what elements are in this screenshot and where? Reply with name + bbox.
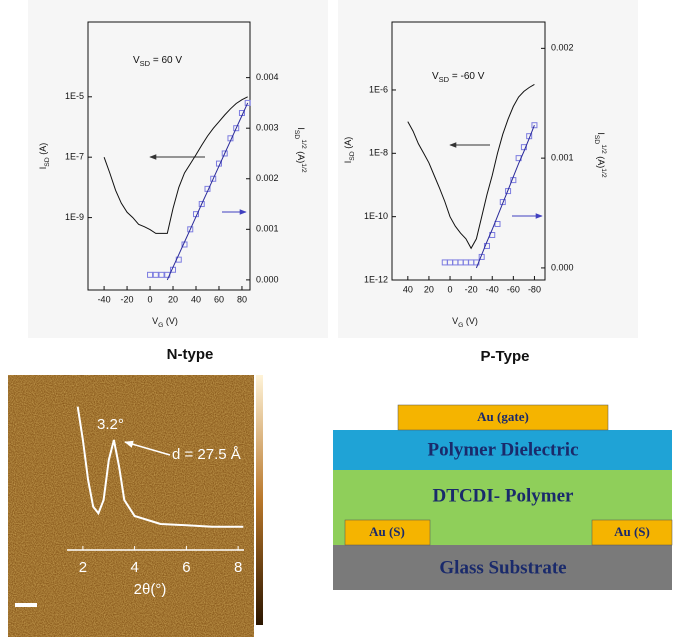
label-part: = -60 V xyxy=(449,71,485,82)
x-tick-label: 20 xyxy=(424,284,434,294)
x-tick-label: -40 xyxy=(486,284,499,294)
figure: VSD = 60 V VSD = -60 V N-type P-Type 3.2… xyxy=(0,0,676,637)
label-part: SD xyxy=(349,151,356,161)
label-part: (A) xyxy=(343,137,353,152)
label-part: (A) xyxy=(596,154,606,169)
x-tick-label: 40 xyxy=(191,294,201,304)
label-part: = 60 V xyxy=(150,55,182,66)
y2-tick-label: 0.002 xyxy=(551,43,574,53)
label-part: 2θ(°) xyxy=(134,581,167,598)
label-part: 1/2 xyxy=(600,144,607,154)
x-tick-label: 0 xyxy=(148,294,153,304)
x-tick-label: -60 xyxy=(507,284,520,294)
layer-label: Au (S) xyxy=(369,524,405,539)
y-tick-label: 1E-10 xyxy=(364,211,388,221)
caption: P-Type xyxy=(481,348,530,365)
y2-tick-label: 0.003 xyxy=(256,123,279,133)
annotation: d = 27.5 Å xyxy=(172,446,241,463)
y2-tick-label: 0.000 xyxy=(551,262,574,272)
x-tick-label: 8 xyxy=(234,559,242,576)
y-tick-label: 1E-12 xyxy=(364,274,388,284)
y2-tick-label: 0.000 xyxy=(256,274,279,284)
layer-label: Au (gate) xyxy=(477,409,529,424)
x-tick-label: -40 xyxy=(98,294,111,304)
y2-tick-label: 0.002 xyxy=(256,173,279,183)
label-part: SD xyxy=(593,135,600,145)
label-part: (A) xyxy=(38,143,48,158)
y-tick-label: 1E-5 xyxy=(65,91,84,101)
x-tick-label: -20 xyxy=(465,284,478,294)
y2-tick-label: 0.004 xyxy=(256,72,279,82)
x-tick-label: -20 xyxy=(121,294,134,304)
x-tick-label: 2 xyxy=(79,559,87,576)
color-bar xyxy=(256,375,263,625)
label-part: SD xyxy=(293,130,300,140)
label-part: 1/2 xyxy=(300,163,307,173)
x-tick-label: 80 xyxy=(237,294,247,304)
label-part: 1/2 xyxy=(600,168,607,178)
label-part: (V) xyxy=(163,316,178,326)
layer-label: Au (S) xyxy=(614,524,650,539)
x-axis-label: 2θ(°) xyxy=(134,581,167,598)
panel-bg xyxy=(28,0,328,338)
y-tick-label: 1E-6 xyxy=(369,84,388,94)
label-part: (V) xyxy=(463,316,478,326)
caption: N-type xyxy=(167,346,214,363)
label-part: (A) xyxy=(296,149,306,164)
x-tick-label: 6 xyxy=(182,559,190,576)
label-part: 1/2 xyxy=(300,139,307,149)
annotation: 3.2° xyxy=(97,416,124,433)
scale-bar xyxy=(15,603,37,607)
x-tick-label: 4 xyxy=(130,559,138,576)
x-tick-label: -80 xyxy=(528,284,541,294)
layer-label: Polymer Dielectric xyxy=(427,439,578,460)
label-part: SD xyxy=(439,75,450,84)
afm-texture xyxy=(8,375,254,637)
x-tick-label: 40 xyxy=(403,284,413,294)
y-tick-label: 1E-8 xyxy=(369,148,388,158)
y-tick-label: 1E-9 xyxy=(65,212,84,222)
layer-label: Glass Substrate xyxy=(439,557,566,578)
x-tick-label: 60 xyxy=(214,294,224,304)
x-tick-label: 0 xyxy=(448,284,453,294)
label-part: SD xyxy=(44,157,51,167)
y2-tick-label: 0.001 xyxy=(256,224,279,234)
y-tick-label: 1E-7 xyxy=(65,152,84,162)
x-tick-label: 20 xyxy=(168,294,178,304)
layer-label: DTCDI- Polymer xyxy=(433,485,574,506)
y2-tick-label: 0.001 xyxy=(551,153,574,163)
label-part: SD xyxy=(140,59,151,68)
